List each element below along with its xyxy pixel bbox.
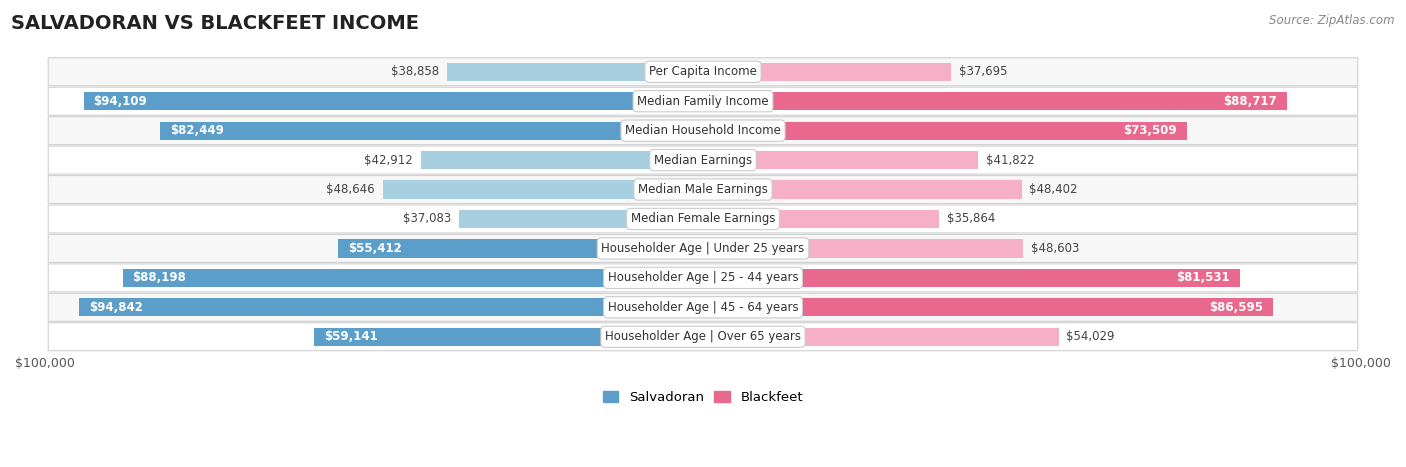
Text: $37,083: $37,083 <box>404 212 451 226</box>
Text: $48,402: $48,402 <box>1029 183 1078 196</box>
FancyBboxPatch shape <box>48 176 1358 204</box>
Text: $55,412: $55,412 <box>349 242 402 255</box>
Text: $37,695: $37,695 <box>959 65 1008 78</box>
Text: Median Female Earnings: Median Female Earnings <box>631 212 775 226</box>
Text: Median Household Income: Median Household Income <box>626 124 780 137</box>
Text: $88,198: $88,198 <box>132 271 187 284</box>
FancyBboxPatch shape <box>48 234 1358 262</box>
Text: $81,531: $81,531 <box>1175 271 1230 284</box>
Bar <box>79 298 703 317</box>
Bar <box>703 298 1272 317</box>
Bar <box>703 63 950 81</box>
Bar <box>703 151 979 169</box>
FancyBboxPatch shape <box>48 87 1358 115</box>
Text: $88,717: $88,717 <box>1223 95 1277 108</box>
FancyBboxPatch shape <box>48 58 1358 86</box>
Bar <box>703 180 1022 198</box>
Bar <box>420 151 703 169</box>
Text: $48,603: $48,603 <box>1031 242 1080 255</box>
Bar <box>458 210 703 228</box>
FancyBboxPatch shape <box>48 323 1358 351</box>
Bar <box>703 269 1240 287</box>
Text: Householder Age | Over 65 years: Householder Age | Over 65 years <box>605 330 801 343</box>
Bar <box>382 180 703 198</box>
Text: $86,595: $86,595 <box>1209 301 1263 314</box>
Bar <box>84 92 703 110</box>
FancyBboxPatch shape <box>48 117 1358 145</box>
Bar <box>703 328 1059 346</box>
Text: $54,029: $54,029 <box>1066 330 1115 343</box>
Text: SALVADORAN VS BLACKFEET INCOME: SALVADORAN VS BLACKFEET INCOME <box>11 14 419 33</box>
Legend: Salvadoran, Blackfeet: Salvadoran, Blackfeet <box>598 386 808 410</box>
Text: $41,822: $41,822 <box>986 154 1035 167</box>
FancyBboxPatch shape <box>48 146 1358 174</box>
Bar <box>314 328 703 346</box>
Bar <box>447 63 703 81</box>
Text: $59,141: $59,141 <box>323 330 377 343</box>
Text: Median Male Earnings: Median Male Earnings <box>638 183 768 196</box>
Text: Householder Age | Under 25 years: Householder Age | Under 25 years <box>602 242 804 255</box>
Text: Median Earnings: Median Earnings <box>654 154 752 167</box>
Text: $82,449: $82,449 <box>170 124 224 137</box>
Text: $35,864: $35,864 <box>946 212 995 226</box>
Text: Householder Age | 25 - 44 years: Householder Age | 25 - 44 years <box>607 271 799 284</box>
Text: Source: ZipAtlas.com: Source: ZipAtlas.com <box>1270 14 1395 27</box>
FancyBboxPatch shape <box>48 264 1358 292</box>
Text: $42,912: $42,912 <box>364 154 413 167</box>
Text: $94,109: $94,109 <box>94 95 148 108</box>
Text: Median Family Income: Median Family Income <box>637 95 769 108</box>
Bar <box>703 92 1286 110</box>
Bar <box>703 121 1187 140</box>
Bar <box>160 121 703 140</box>
Bar <box>703 239 1022 257</box>
Text: $48,646: $48,646 <box>326 183 375 196</box>
Bar <box>122 269 703 287</box>
Text: $94,842: $94,842 <box>89 301 142 314</box>
Text: Per Capita Income: Per Capita Income <box>650 65 756 78</box>
FancyBboxPatch shape <box>48 293 1358 321</box>
Text: Householder Age | 45 - 64 years: Householder Age | 45 - 64 years <box>607 301 799 314</box>
Text: $73,509: $73,509 <box>1123 124 1177 137</box>
FancyBboxPatch shape <box>48 205 1358 233</box>
Text: $38,858: $38,858 <box>391 65 440 78</box>
Bar <box>339 239 703 257</box>
Bar <box>703 210 939 228</box>
